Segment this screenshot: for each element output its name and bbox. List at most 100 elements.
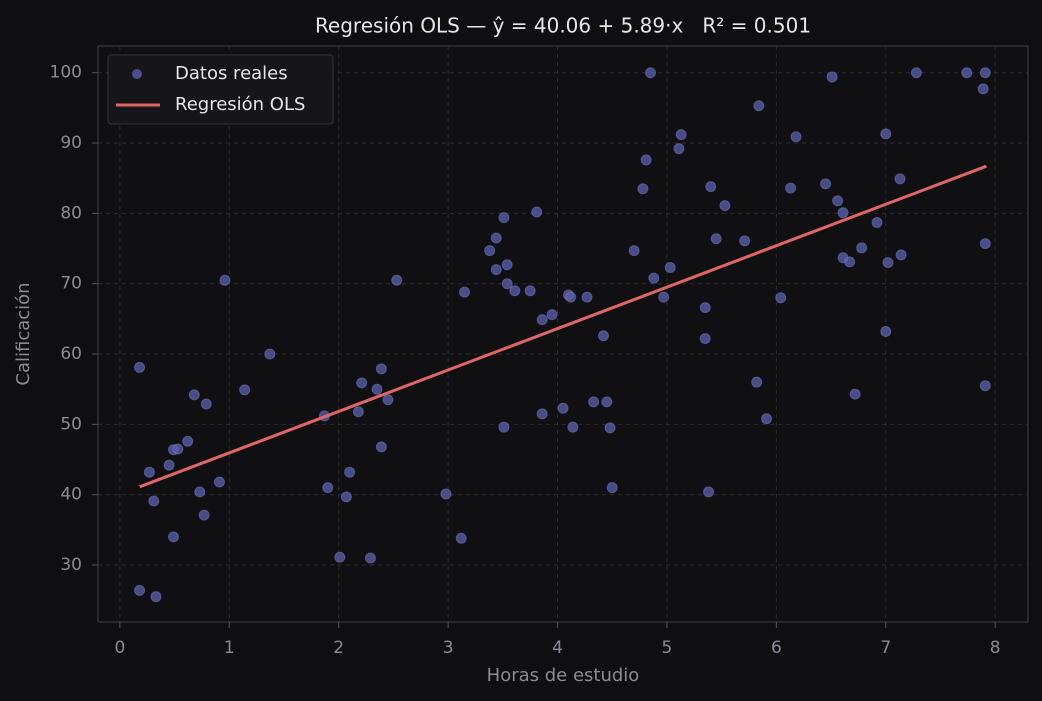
- y-axis-label: Calificación: [13, 282, 34, 385]
- regression-line: [139, 164, 987, 489]
- scatter-point: [979, 67, 991, 79]
- scatter-point: [182, 435, 194, 447]
- scatter-point: [167, 531, 179, 543]
- scatter-point: [557, 402, 569, 414]
- scatter-point: [163, 459, 175, 471]
- scatter-point: [322, 482, 334, 494]
- x-tick-label: 8: [990, 638, 1001, 658]
- scatter-point: [391, 274, 403, 286]
- scatter-point: [880, 326, 892, 338]
- scatter-point: [498, 212, 510, 224]
- scatter-point: [775, 292, 787, 304]
- scatter-point: [200, 398, 212, 410]
- scatter-point: [894, 173, 906, 185]
- scatter-point: [837, 207, 849, 219]
- scatter-point: [871, 217, 883, 229]
- scatter-point: [334, 551, 346, 563]
- y-tick-label: 30: [60, 555, 82, 575]
- scatter-point: [844, 256, 856, 268]
- scatter-point: [344, 466, 356, 478]
- scatter-point: [375, 363, 387, 375]
- scatter-point: [977, 83, 989, 95]
- legend: Datos reales Regresión OLS: [107, 54, 334, 125]
- x-tick-label: 1: [224, 638, 235, 658]
- scatter-point: [194, 486, 206, 498]
- scatter-point: [440, 488, 452, 500]
- scatter-point: [150, 591, 162, 603]
- x-tick-label: 6: [771, 638, 782, 658]
- legend-marker: [132, 69, 142, 79]
- scatter-point: [673, 143, 685, 155]
- scatter-point: [490, 264, 502, 276]
- x-axis-label: Horas de estudio: [487, 665, 640, 686]
- scatter-point: [581, 291, 593, 303]
- x-tick-label: 7: [880, 638, 891, 658]
- scatter-point: [484, 245, 496, 257]
- scatter-point: [371, 383, 383, 395]
- scatter-point: [546, 309, 558, 321]
- scatter-point: [910, 67, 922, 79]
- scatter-point: [648, 272, 660, 284]
- scatter-point: [703, 486, 715, 498]
- scatter-point: [849, 388, 861, 400]
- scatter-point: [213, 476, 225, 488]
- scatter-point: [498, 421, 510, 433]
- scatter-point: [628, 245, 640, 257]
- x-tick-label: 3: [443, 638, 454, 658]
- scatter-point: [785, 182, 797, 194]
- scatter-point: [675, 129, 687, 141]
- scatter-point: [751, 376, 763, 388]
- y-tick-label: 80: [60, 203, 82, 223]
- scatter-point: [524, 285, 536, 297]
- scatter-point: [264, 348, 276, 360]
- scatter-point: [459, 286, 471, 298]
- chart-title: Regresión OLS — ŷ = 40.06 + 5.89·x R² = …: [315, 14, 811, 38]
- scatter-point: [856, 242, 868, 254]
- scatter-point: [832, 195, 844, 207]
- scatter-point: [375, 441, 387, 453]
- grid: 0 1 2 3 4 5 6 7 8 30 40 50 60 70 80 90 100: [50, 46, 1028, 658]
- scatter-point: [699, 302, 711, 314]
- scatter-point: [664, 262, 676, 274]
- scatter-point: [637, 183, 649, 195]
- scatter-point: [501, 278, 513, 290]
- marks: [134, 67, 991, 603]
- scatter-point: [820, 178, 832, 190]
- scatter-point: [565, 291, 577, 303]
- scatter-point: [645, 67, 657, 79]
- scatter-point: [761, 413, 773, 425]
- scatter-point: [536, 408, 548, 420]
- scatter-point: [640, 154, 652, 166]
- scatter-point: [705, 181, 717, 193]
- y-tick-label: 100: [50, 63, 82, 83]
- scatter-point: [501, 259, 513, 271]
- y-tick-label: 60: [60, 344, 82, 364]
- scatter-point: [382, 394, 394, 406]
- scatter-point: [356, 377, 368, 389]
- scatter-point: [219, 274, 231, 286]
- legend-label: Datos reales: [175, 63, 288, 84]
- scatter-point: [148, 495, 160, 507]
- y-tick-label: 50: [60, 414, 82, 434]
- x-tick-label: 4: [552, 638, 563, 658]
- scatter-point: [604, 422, 616, 434]
- scatter-point: [880, 128, 892, 140]
- scatter-point: [601, 396, 613, 408]
- scatter-point: [895, 249, 907, 261]
- scatter-point: [509, 285, 521, 297]
- scatter-point: [699, 333, 711, 345]
- scatter-point: [588, 396, 600, 408]
- scatter-point: [536, 314, 548, 326]
- x-tick-label: 0: [114, 638, 125, 658]
- scatter-point: [658, 291, 670, 303]
- scatter-point: [979, 380, 991, 392]
- scatter-point: [134, 361, 146, 373]
- scatter-point: [710, 233, 722, 245]
- scatter-point: [719, 200, 731, 212]
- scatter-point: [172, 443, 184, 455]
- scatter-point: [352, 406, 364, 418]
- scatter-point: [531, 206, 543, 218]
- legend-label: Regresión OLS: [175, 94, 305, 115]
- scatter-point: [882, 257, 894, 269]
